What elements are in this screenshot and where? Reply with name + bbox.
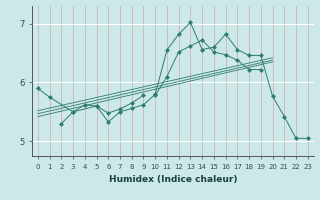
X-axis label: Humidex (Indice chaleur): Humidex (Indice chaleur): [108, 175, 237, 184]
